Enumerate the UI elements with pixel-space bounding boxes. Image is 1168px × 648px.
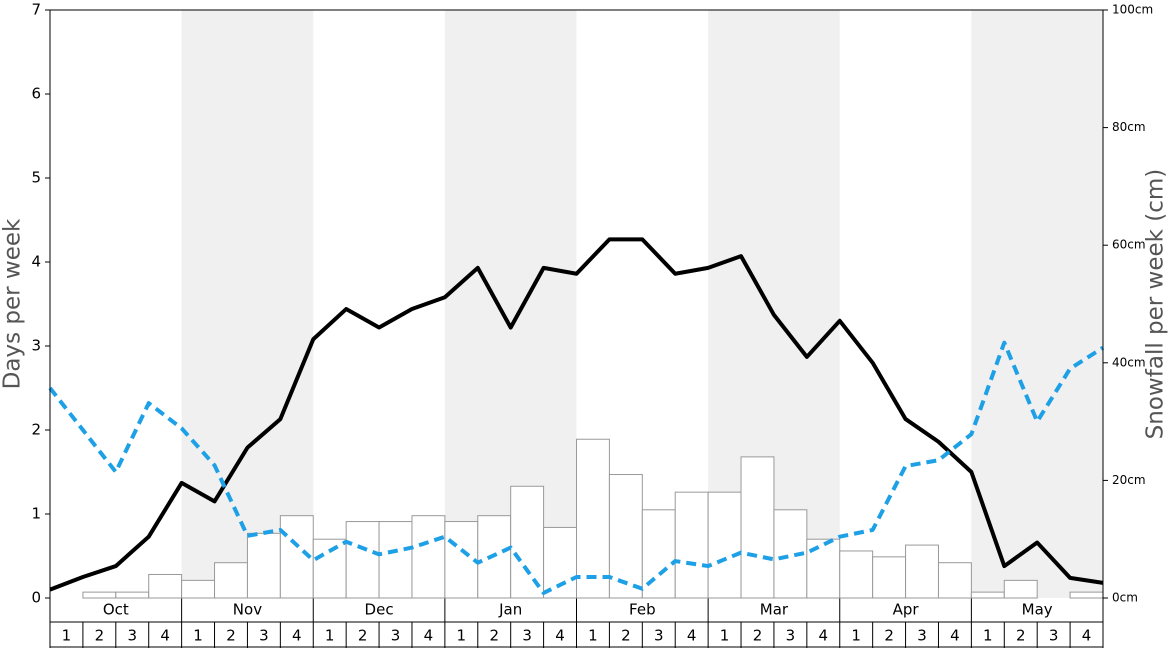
week-label: 4 [424, 627, 434, 645]
snowfall-bar [806, 538, 841, 599]
dashed-line [48, 340, 1105, 595]
week-label: 4 [687, 627, 697, 645]
y-tick-label: 5 [31, 169, 41, 187]
y-tick-label: 7 [31, 1, 41, 19]
week-label: 3 [786, 627, 796, 645]
week-label: 1 [720, 627, 730, 645]
week-label: 3 [917, 627, 927, 645]
y-tick-label: 2 [31, 421, 41, 439]
plot-frame [49, 9, 1104, 648]
y-tick-label: 6 [31, 85, 41, 103]
month-label: May [1022, 601, 1053, 619]
snowfall-bar [937, 562, 972, 599]
y-tick-label: 4 [31, 253, 41, 271]
y2-tick-label: 20cm [1112, 473, 1146, 487]
week-label: 4 [160, 627, 170, 645]
snowfall-bar [510, 485, 545, 599]
snowfall-bar [345, 521, 380, 599]
snowfall-bar [411, 515, 446, 599]
week-label: 1 [62, 627, 72, 645]
snowfall-bar [543, 526, 577, 599]
y-tick-label: 3 [31, 337, 41, 355]
y2-axis-title: Snowfall per week (cm) [1143, 169, 1168, 440]
snowfall-bar [740, 456, 775, 599]
week-label: 3 [1049, 627, 1059, 645]
snowfall-bar [82, 591, 117, 599]
month-label: Mar [760, 601, 789, 619]
snowfall-bar [214, 562, 248, 599]
snowfall-bar [378, 521, 413, 599]
y-axis-title: Days per week [0, 218, 26, 389]
week-label: 4 [555, 627, 565, 645]
week-label: 1 [851, 627, 861, 645]
week-label: 4 [1082, 627, 1092, 645]
snowfall-bar [246, 532, 281, 599]
week-label: 2 [621, 627, 631, 645]
week-label: 4 [950, 627, 960, 645]
y2-tick-label: 100cm [1112, 3, 1153, 17]
snowfall-bar [839, 550, 874, 599]
snowfall-bar [970, 591, 1005, 599]
week-label: 3 [391, 627, 401, 645]
solid-line [49, 237, 1104, 592]
snowfall-bar [1003, 579, 1038, 599]
snowfall-bar [872, 556, 907, 599]
snowfall-bar [905, 544, 939, 599]
month-band [181, 10, 314, 598]
week-label: 1 [588, 627, 598, 645]
y2-tick-label: 60cm [1112, 238, 1146, 252]
snowfall-bar [148, 573, 183, 599]
snowfall-bar [608, 474, 643, 599]
y-tick-label: 1 [31, 505, 41, 523]
y2-tick-label: 40cm [1112, 355, 1146, 369]
y-tick-label: 0 [31, 589, 41, 607]
month-band [971, 10, 1103, 598]
week-label: 2 [358, 627, 368, 645]
snowfall-bar [312, 538, 347, 599]
week-label: 1 [325, 627, 335, 645]
week-label: 2 [226, 627, 236, 645]
week-label: 2 [1016, 627, 1026, 645]
week-label: 3 [127, 627, 137, 645]
week-label: 2 [95, 627, 105, 645]
week-label: 4 [292, 627, 302, 645]
snowfall-bar [576, 438, 610, 599]
month-label: Nov [233, 601, 262, 619]
snowfall-bar [707, 491, 742, 599]
y2-tick-label: 0cm [1112, 591, 1138, 605]
y2-tick-label: 80cm [1112, 120, 1146, 134]
snowfall-bar [115, 591, 150, 599]
month-label: Feb [629, 601, 656, 619]
week-label: 3 [259, 627, 269, 645]
week-label: 3 [522, 627, 532, 645]
week-label: 1 [193, 627, 203, 645]
week-label: 1 [457, 627, 467, 645]
month-label: Jan [498, 601, 522, 619]
week-label: 4 [819, 627, 829, 645]
week-label: 1 [983, 627, 993, 645]
snowfall-bar [444, 521, 479, 599]
snowfall-bar [181, 579, 216, 599]
week-label: 2 [884, 627, 894, 645]
week-label: 2 [753, 627, 763, 645]
month-label: Dec [365, 601, 394, 619]
snowfall-bar [674, 491, 709, 599]
month-label: Oct [103, 601, 129, 619]
snowfall-bar [1069, 591, 1104, 599]
week-label: 3 [654, 627, 664, 645]
month-label: Apr [893, 601, 920, 619]
week-label: 2 [489, 627, 499, 645]
